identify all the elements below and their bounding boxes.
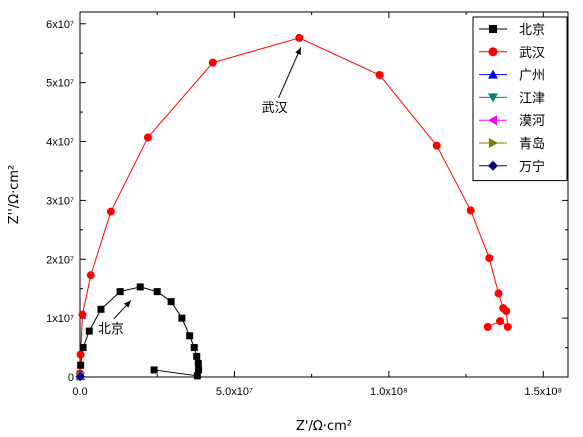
legend-label: 万宁 <box>519 159 545 175</box>
data-point <box>76 350 85 359</box>
legend-label: 北京 <box>519 23 545 38</box>
legend-marker <box>488 160 498 171</box>
data-point <box>116 288 124 296</box>
data-point <box>193 352 201 360</box>
data-point <box>167 298 175 306</box>
data-point <box>178 314 186 322</box>
legend-marker <box>489 25 497 33</box>
legend-label: 武汉 <box>519 46 545 61</box>
data-point <box>193 372 201 380</box>
data-point <box>496 317 505 326</box>
y-tick-label: 5x10⁷ <box>46 78 74 90</box>
y-axis-label: Z''/Ω·cm² <box>7 165 22 225</box>
data-point <box>136 283 144 291</box>
data-point <box>190 344 198 352</box>
data-point <box>186 332 194 340</box>
legend-marker <box>488 115 497 126</box>
series-points <box>75 33 512 382</box>
legend-label: 广州 <box>519 69 545 84</box>
data-point <box>208 58 217 67</box>
data-point <box>78 310 87 319</box>
data-point <box>503 322 512 331</box>
x-axis-label: Z'/Ω·cm² <box>296 419 352 434</box>
annotation-label: 武汉 <box>262 101 288 116</box>
data-point <box>295 33 304 42</box>
annotation-arrowhead <box>295 47 301 55</box>
y-tick-label: 2x10⁷ <box>46 254 74 266</box>
y-tick-label: 3x10⁷ <box>46 195 74 207</box>
y-tick-label: 4x10⁷ <box>46 137 74 149</box>
legend-marker <box>488 47 498 57</box>
data-point <box>499 304 508 313</box>
annotation-label: 北京 <box>98 322 124 337</box>
y-ticks: 0 1x10⁷ 2x10⁷ 3x10⁷ 4x10⁷ 5x10⁷ 6x10⁷ <box>46 19 568 384</box>
legend-marker <box>489 138 498 148</box>
axes-group <box>79 11 569 378</box>
x-tick-label: 5.0x10⁷ <box>216 386 253 398</box>
series-lines <box>79 37 509 377</box>
data-point <box>106 207 115 216</box>
legend-label: 漠河 <box>519 114 545 129</box>
x-tick-label: 1.0x10⁸ <box>370 386 408 398</box>
legend-label: 江津 <box>519 91 545 106</box>
data-point <box>494 289 503 298</box>
y-tick-label: 0 <box>68 372 74 384</box>
data-point <box>77 361 85 369</box>
data-point <box>97 305 105 313</box>
plot-frame <box>79 11 569 378</box>
series-line <box>79 37 509 374</box>
data-point <box>86 271 95 280</box>
data-point <box>432 141 441 150</box>
data-point <box>85 327 93 335</box>
legend-marker <box>488 93 498 103</box>
y-tick-label: 6x10⁷ <box>46 19 74 31</box>
y-tick-label: 1x10⁷ <box>46 313 74 325</box>
data-point <box>194 359 202 367</box>
data-point <box>466 206 475 215</box>
annotation-arrow <box>278 47 302 99</box>
legend-box <box>472 16 568 182</box>
data-point <box>75 371 85 381</box>
data-point <box>375 70 384 79</box>
data-point <box>153 288 161 296</box>
legend-label: 青岛 <box>519 136 545 152</box>
legend-marker <box>488 69 498 79</box>
data-point <box>195 366 203 374</box>
data-point <box>143 133 152 142</box>
data-point <box>485 254 494 263</box>
data-point <box>483 322 492 331</box>
annotation-arrowhead <box>124 300 131 308</box>
x-tick-label: 0.0 <box>72 386 87 398</box>
data-point <box>150 366 158 374</box>
x-ticks: 0.0 5.0x10⁷ 1.0x10⁸ 1.5x10⁸ <box>72 12 562 398</box>
x-tick-label: 1.5x10⁸ <box>524 386 562 398</box>
data-point <box>79 344 87 352</box>
